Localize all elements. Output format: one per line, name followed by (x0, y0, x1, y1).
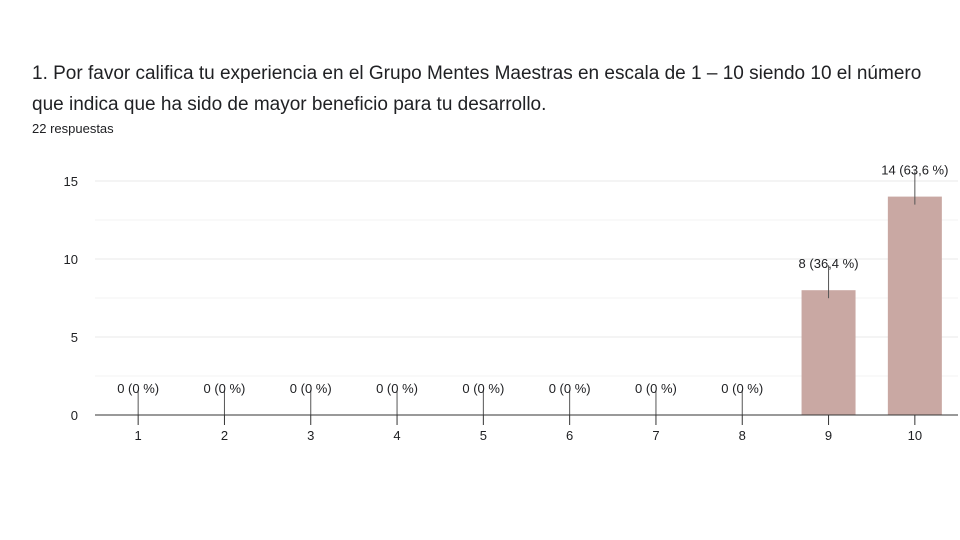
x-tick-label: 6 (566, 428, 573, 443)
data-label: 0 (0 %) (117, 381, 159, 396)
data-label: 0 (0 %) (203, 381, 245, 396)
y-tick-label: 5 (71, 330, 78, 345)
response-count: 22 respuestas (32, 121, 114, 136)
x-tick-label: 9 (825, 428, 832, 443)
x-tick-label: 10 (908, 428, 922, 443)
x-tick-label: 5 (480, 428, 487, 443)
data-label: 0 (0 %) (635, 381, 677, 396)
data-label: 0 (0 %) (462, 381, 504, 396)
data-label: 0 (0 %) (290, 381, 332, 396)
data-label: 0 (0 %) (376, 381, 418, 396)
bar (887, 196, 942, 415)
data-label: 0 (0 %) (549, 381, 591, 396)
x-tick-label: 2 (221, 428, 228, 443)
question-title: 1. Por favor califica tu experiencia en … (32, 63, 922, 115)
x-tick-label: 4 (393, 428, 400, 443)
bar (801, 290, 856, 415)
x-tick-label: 8 (739, 428, 746, 443)
x-tick-label: 7 (652, 428, 659, 443)
data-label: 14 (63,6 %) (881, 163, 948, 178)
data-label: 0 (0 %) (721, 381, 763, 396)
x-tick-label: 1 (135, 428, 142, 443)
y-tick-label: 10 (64, 252, 78, 267)
data-label: 8 (36,4 %) (799, 256, 859, 271)
y-tick-label: 0 (71, 408, 78, 423)
y-tick-label: 15 (64, 174, 78, 189)
x-tick-label: 3 (307, 428, 314, 443)
